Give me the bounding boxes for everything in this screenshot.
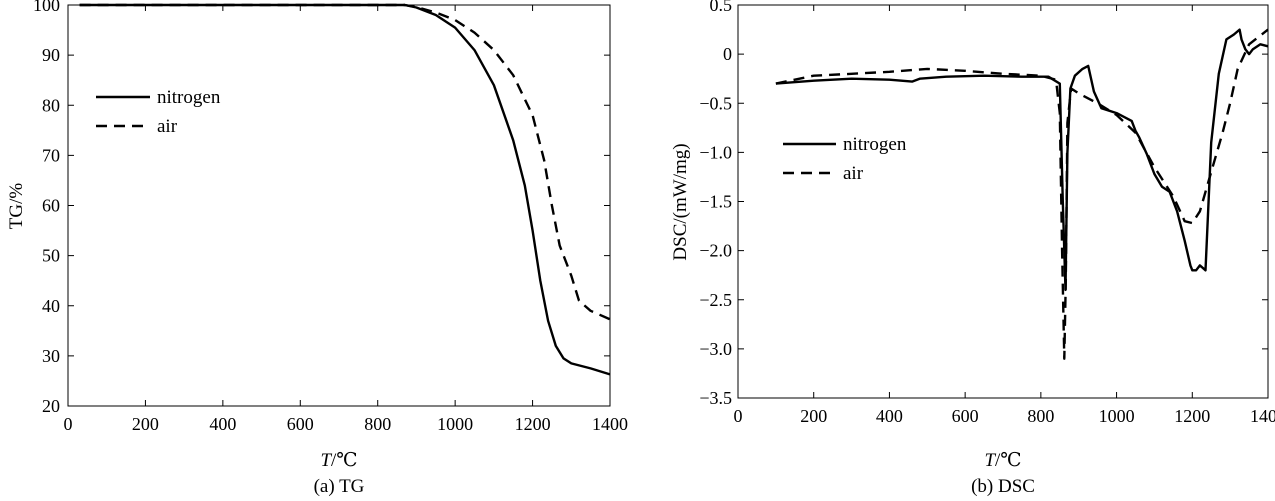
- tg-y-tick-label: 80: [42, 95, 60, 115]
- tg-x-tick-label: 1400: [592, 414, 628, 434]
- tg-x-tick-label: 600: [287, 414, 314, 434]
- dsc-series-air: [775, 28, 1269, 360]
- tg-x-axis-label-unit: /℃: [331, 450, 358, 471]
- tg-y-tick-label: 50: [42, 246, 60, 266]
- dsc-y-tick-label: −3.5: [699, 388, 732, 408]
- dsc-x-tick-label: 1000: [1099, 406, 1135, 426]
- tg-x-axis-label: T/℃: [320, 450, 357, 471]
- tg-series: [79, 3, 611, 376]
- dsc-y-tick-label: 0.5: [710, 0, 733, 15]
- tg-legend-label-nitrogen: nitrogen: [157, 87, 221, 108]
- dsc-x-axis-label-unit: /℃: [995, 450, 1022, 471]
- tg-x-tick-label: 200: [132, 414, 159, 434]
- dsc-y-tick-label: −0.5: [699, 93, 732, 113]
- tg-y-tick-label: 30: [42, 346, 60, 366]
- tg-x-tick-label: 400: [209, 414, 236, 434]
- tg-y-tick-label: 100: [33, 0, 60, 15]
- panel-tg: 0 200 400 600 800 1000 1200 1400 20 30 40 50 60 70 80 9…: [6, 0, 628, 497]
- dsc-series-nitrogen: [775, 28, 1269, 292]
- dsc-y-tick-label: −1.5: [699, 192, 732, 212]
- tg-series-air: [79, 3, 611, 321]
- tg-x-tick-label: 800: [364, 414, 391, 434]
- dsc-y-axis-label: DSC/(mW/mg): [670, 143, 691, 260]
- tg-y-tick-label: 90: [42, 45, 60, 65]
- dsc-legend: nitrogen air: [783, 134, 907, 184]
- tg-ticks: 0 200 400 600 800 1000 1200 1400 20 30 40 50 60 70 80 9…: [33, 0, 628, 434]
- tg-legend-label-air: air: [157, 116, 178, 137]
- dsc-legend-label-air: air: [843, 163, 864, 184]
- dsc-plot-frame: [737, 4, 1269, 399]
- dsc-x-tick-label: 600: [952, 406, 979, 426]
- dsc-legend-label-nitrogen: nitrogen: [843, 134, 907, 155]
- dsc-x-tick-label: 1400: [1250, 406, 1275, 426]
- dsc-x-tick-label: 200: [800, 406, 827, 426]
- tg-y-tick-label: 70: [42, 145, 60, 165]
- tg-x-axis-label-symbol: T: [320, 450, 332, 471]
- tg-x-tick-label: 1200: [515, 414, 551, 434]
- dsc-y-tick-label: −2.5: [699, 290, 732, 310]
- dsc-x-tick-label: 800: [1027, 406, 1054, 426]
- dsc-x-tick-label: 400: [876, 406, 903, 426]
- tg-series-nitrogen: [79, 3, 611, 376]
- dsc-y-tick-label: −1.0: [699, 142, 732, 162]
- dsc-y-tick-label: −2.0: [699, 241, 732, 261]
- dsc-caption: (b) DSC: [971, 476, 1035, 497]
- tg-y-tick-label: 20: [42, 396, 60, 416]
- dsc-x-axis-label-symbol: T: [984, 450, 996, 471]
- tg-y-tick-label: 40: [42, 296, 60, 316]
- tg-y-axis-label: TG/%: [6, 183, 27, 230]
- dsc-ticks: 0 200 400 600 800 1000 1200 1400 −3.5 −3.0 −2.5 −2.…: [699, 0, 1275, 426]
- dsc-x-tick-label: 0: [734, 406, 743, 426]
- dsc-series: [775, 28, 1269, 360]
- tg-x-tick-label: 0: [64, 414, 73, 434]
- tg-legend: nitrogen air: [96, 87, 221, 137]
- dsc-x-tick-label: 1200: [1174, 406, 1210, 426]
- panel-dsc: 0 200 400 600 800 1000 1200 1400 −3.5 −3.0 −2.5 −2.…: [670, 0, 1275, 497]
- dsc-x-axis-label: T/℃: [984, 450, 1021, 471]
- tg-caption: (a) TG: [314, 476, 365, 497]
- dsc-y-tick-label: 0: [723, 44, 732, 64]
- tg-y-tick-label: 60: [42, 196, 60, 216]
- tg-x-tick-label: 1000: [437, 414, 473, 434]
- dsc-y-tick-label: −3.0: [699, 339, 732, 359]
